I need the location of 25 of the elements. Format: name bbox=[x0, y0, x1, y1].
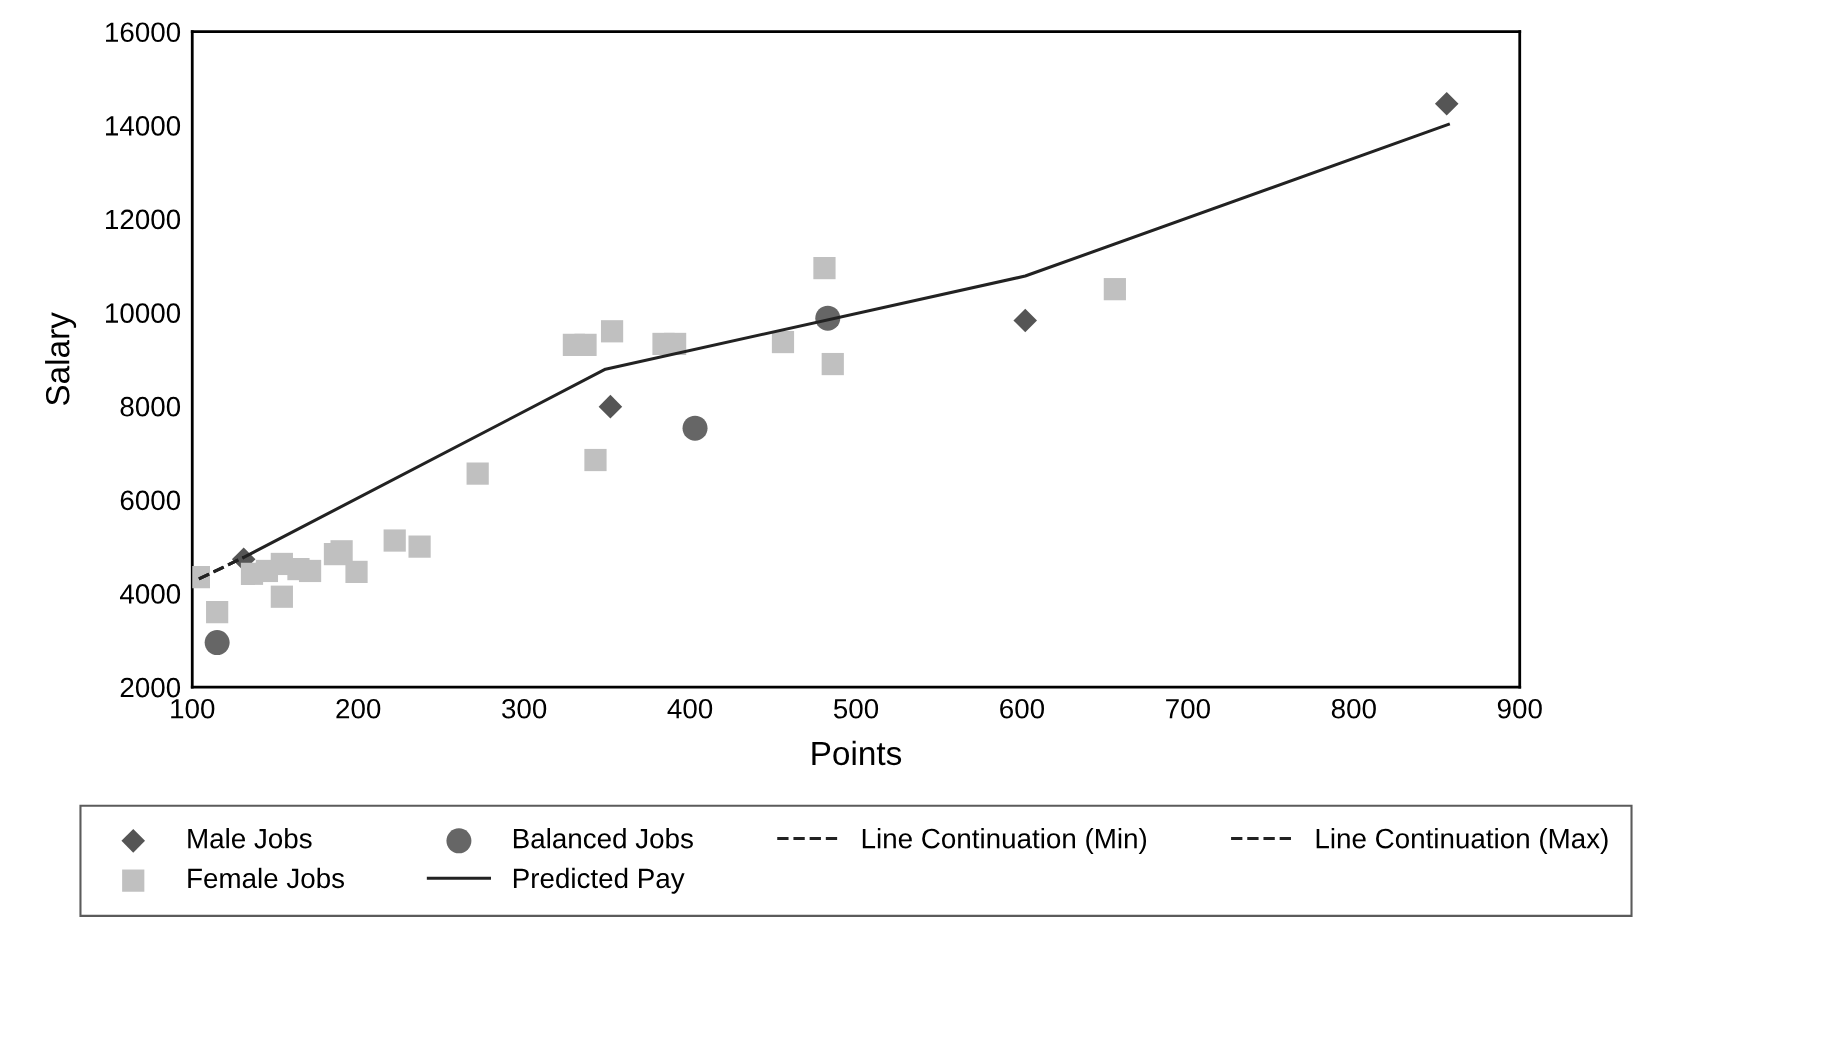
y-tick-label: 14000 bbox=[106, 116, 181, 136]
y-tick-label: 12000 bbox=[106, 209, 181, 230]
legend-label: Male Jobs bbox=[188, 828, 312, 849]
x-tick-label: 400 bbox=[667, 698, 713, 719]
x-tick-label: 300 bbox=[502, 698, 547, 719]
x-tick-label: 900 bbox=[1497, 698, 1542, 719]
y-tick-label: 8000 bbox=[120, 396, 181, 417]
legend-label: Line Continuation (Max) bbox=[1316, 828, 1608, 854]
legend-label: Female Jobs bbox=[188, 867, 345, 889]
legend-label: Balanced Jobs bbox=[513, 828, 693, 849]
legend-label: Line Continuation (Min) bbox=[862, 828, 1147, 854]
x-tick-label: 700 bbox=[1166, 698, 1210, 719]
x-tick-label: 500 bbox=[833, 698, 879, 719]
y-tick-label: 2000 bbox=[120, 677, 181, 698]
x-tick-label: 600 bbox=[1000, 698, 1045, 719]
x-tick-label: 800 bbox=[1331, 698, 1376, 719]
y-axis-title: Salary bbox=[45, 312, 77, 406]
legend-label: Predicted Pay bbox=[513, 867, 685, 894]
y-tick-label: 16000 bbox=[106, 22, 181, 43]
x-tick-label: 100 bbox=[171, 698, 215, 719]
y-tick-label: 10000 bbox=[106, 303, 181, 323]
x-axis-title: Points bbox=[812, 740, 902, 766]
y-tick-label: 6000 bbox=[120, 490, 181, 511]
x-tick-label: 200 bbox=[336, 698, 381, 719]
y-tick-label: 4000 bbox=[119, 584, 181, 604]
